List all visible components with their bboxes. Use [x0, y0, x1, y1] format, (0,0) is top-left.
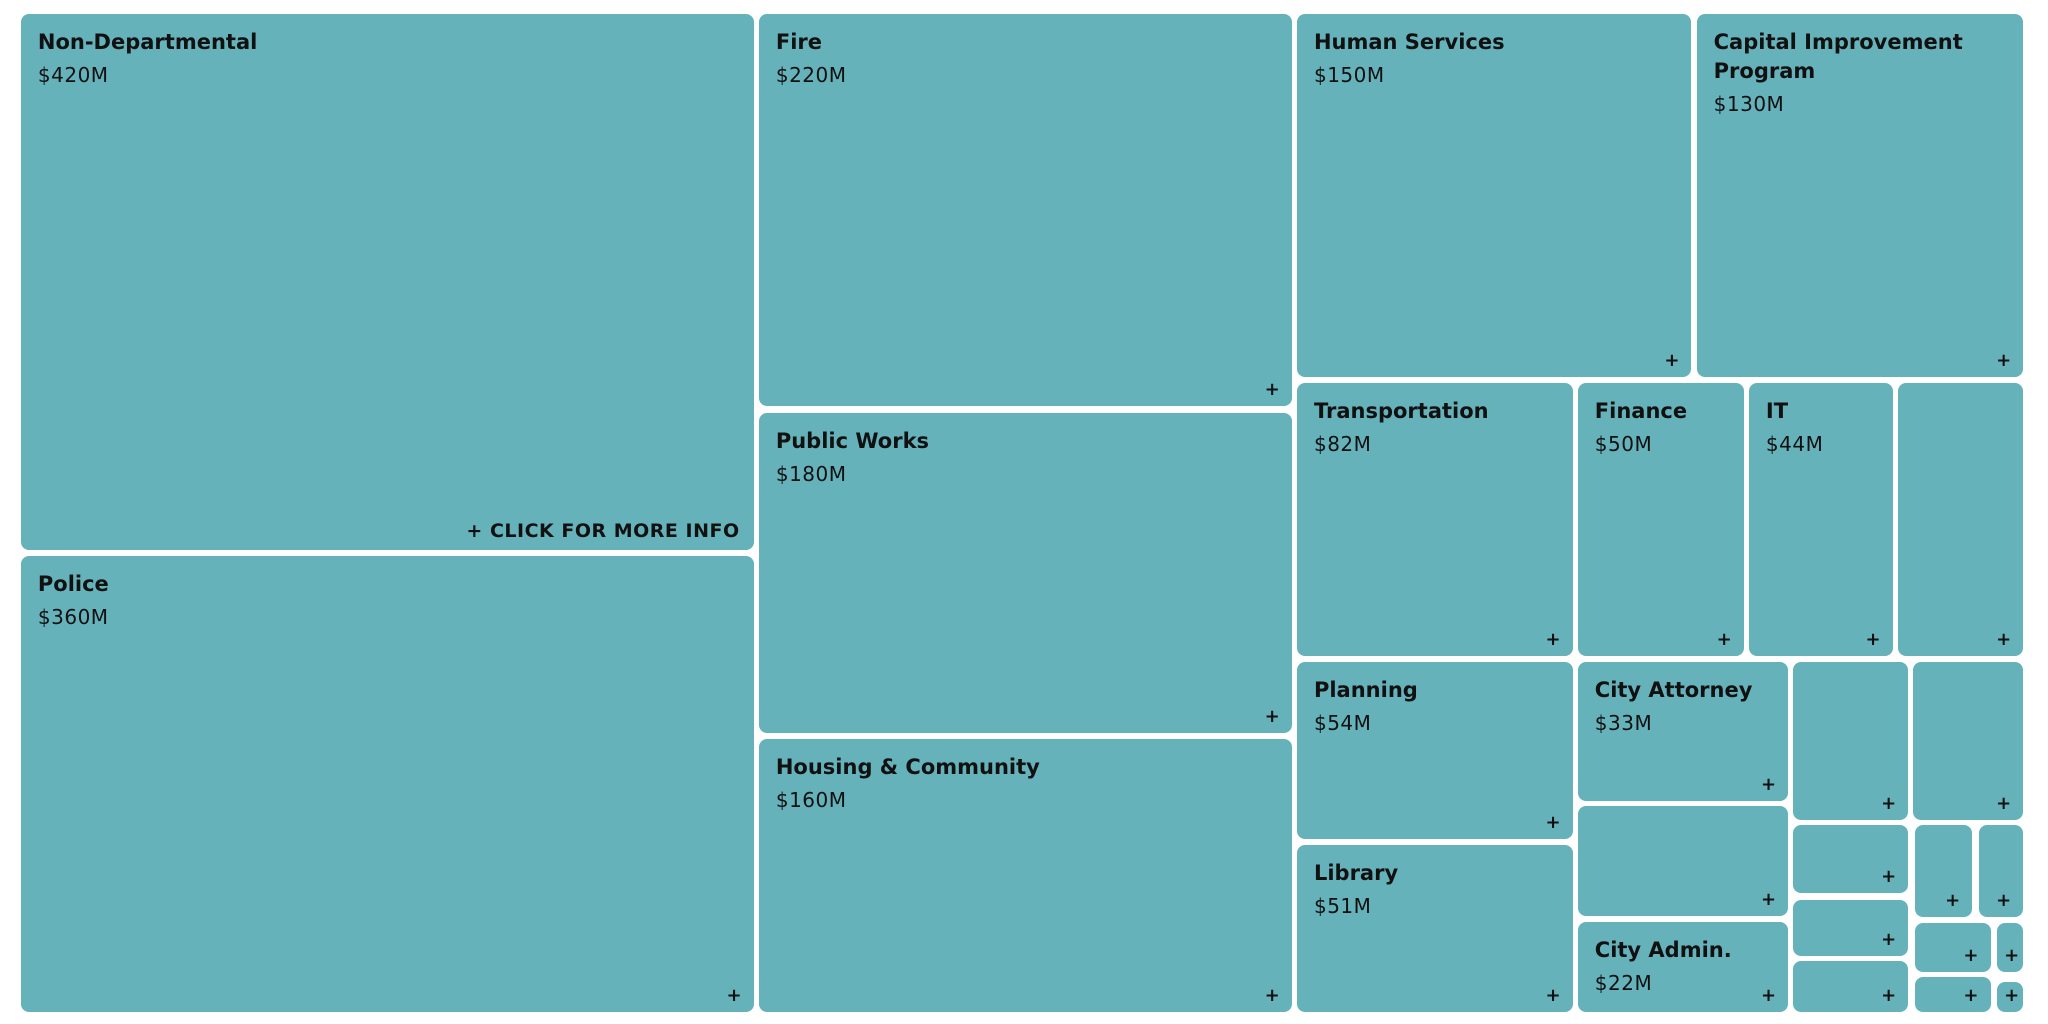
tile-amount: $82M: [1313, 431, 1372, 456]
tile-amount: $44M: [1765, 431, 1824, 456]
expand-icon[interactable]: +: [1963, 985, 1979, 1007]
treemap-tile[interactable]: Finance $50M +: [1577, 382, 1744, 656]
tile-amount: $150M: [1313, 63, 1385, 88]
tile-name-text: Transportation: [1313, 398, 1489, 423]
tile-name: Police $360M: [38, 570, 740, 632]
treemap-tile[interactable]: Planning $54M +: [1296, 662, 1573, 839]
tile-name-text: Finance: [1594, 398, 1688, 423]
tile-name: Capital Improvement Program $130M: [1714, 28, 2010, 119]
treemap-tile[interactable]: Library $51M +: [1296, 845, 1573, 1013]
expand-icon[interactable]: +: [1996, 628, 2012, 650]
tile-name-text: City Attorney: [1594, 678, 1753, 703]
treemap-tile[interactable]: +: [1997, 982, 2024, 1013]
tile-name: Fire $220M: [776, 28, 1278, 90]
tile-name-text: Public Works: [775, 428, 930, 453]
expand-icon[interactable]: +: [2004, 985, 2020, 1007]
tile-name-text: Non-Departmental: [37, 30, 258, 55]
tile-name: Finance $50M: [1595, 397, 1730, 459]
treemap-tile[interactable]: IT $44M +: [1748, 382, 1893, 656]
expand-icon[interactable]: +: [1664, 350, 1680, 372]
expand-icon[interactable]: +: [1881, 929, 1897, 951]
tile-name-text: Human Services: [1313, 30, 1505, 55]
expand-icon[interactable]: +: [1881, 866, 1897, 888]
expand-icon[interactable]: +: [1716, 628, 1732, 650]
expand-icon[interactable]: +: [1945, 889, 1961, 911]
tile-name-text: Housing & Community: [775, 755, 1040, 780]
treemap-tile[interactable]: Housing & Community $160M +: [758, 739, 1292, 1013]
expand-icon[interactable]: +: [1264, 705, 1280, 727]
treemap-tile[interactable]: Police $360M +: [20, 556, 754, 1013]
treemap-tile[interactable]: Capital Improvement Program $130M +: [1696, 14, 2024, 378]
treemap-tile[interactable]: +: [1793, 961, 1909, 1013]
treemap-tile[interactable]: +: [1997, 923, 2024, 972]
treemap-tile[interactable]: Non-Departmental $420M + CLICK FOR MORE IN…: [20, 14, 754, 550]
expand-icon[interactable]: +: [1996, 889, 2012, 911]
tile-name-text: IT: [1765, 398, 1789, 423]
tile-amount: $220M: [775, 63, 847, 88]
tile-name: Human Services $150M: [1314, 28, 1677, 90]
click-hint[interactable]: + CLICK FOR MORE INFO: [466, 519, 740, 542]
tile-name: IT $44M: [1766, 397, 1879, 459]
treemap-tile[interactable]: +: [1793, 899, 1909, 957]
tile-amount: $180M: [775, 461, 847, 486]
treemap-tile[interactable]: Public Works $180M +: [758, 412, 1292, 733]
treemap-tile[interactable]: +: [1914, 825, 1973, 917]
treemap-tile[interactable]: Fire $220M +: [758, 14, 1292, 407]
expand-icon[interactable]: +: [1881, 985, 1897, 1007]
tile-name: City Admin. $22M: [1595, 936, 1774, 998]
tile-name-text: Capital Improvement Program: [1713, 30, 1963, 84]
tile-name-text: Police: [37, 572, 109, 597]
treemap-tile[interactable]: +: [1793, 662, 1909, 821]
tile-name: Housing & Community $160M: [776, 753, 1278, 815]
expand-icon[interactable]: +: [1545, 985, 1561, 1007]
expand-icon[interactable]: +: [1545, 811, 1561, 833]
treemap-tile[interactable]: +: [1897, 382, 2024, 656]
treemap-tile[interactable]: +: [1978, 825, 2024, 917]
expand-icon[interactable]: +: [1996, 350, 2012, 372]
expand-icon[interactable]: +: [1881, 793, 1897, 815]
treemap-tile[interactable]: City Admin. $22M +: [1577, 922, 1789, 1013]
treemap-tile[interactable]: +: [1913, 662, 2024, 821]
tile-amount: $33M: [1594, 711, 1653, 736]
treemap-tile[interactable]: +: [1914, 976, 1991, 1013]
expand-icon[interactable]: +: [2004, 944, 2020, 966]
expand-icon[interactable]: +: [726, 985, 742, 1007]
tile-amount: $420M: [37, 63, 109, 88]
tile-name: Non-Departmental $420M: [38, 28, 740, 90]
tile-name-text: Fire: [775, 30, 822, 55]
expand-icon[interactable]: +: [1760, 985, 1777, 1007]
treemap-tile[interactable]: +: [1914, 923, 1991, 972]
expand-icon[interactable]: +: [1264, 379, 1280, 401]
tile-name-text: City Admin.: [1594, 938, 1732, 963]
tile-amount: $160M: [775, 788, 847, 813]
treemap-tile[interactable]: +: [1793, 825, 1909, 894]
expand-icon[interactable]: +: [1545, 628, 1561, 650]
expand-icon[interactable]: +: [1963, 944, 1979, 966]
tile-name: Planning $54M: [1314, 676, 1559, 738]
tile-name: City Attorney $33M: [1595, 676, 1774, 738]
tile-name-text: Planning: [1313, 678, 1418, 703]
treemap-tile[interactable]: +: [1577, 805, 1789, 916]
tile-name-text: Library: [1313, 861, 1399, 886]
tile-amount: $360M: [37, 605, 109, 630]
tile-amount: $54M: [1313, 711, 1372, 736]
tile-amount: $130M: [1713, 92, 1785, 117]
tile-amount: $22M: [1594, 971, 1653, 996]
expand-icon[interactable]: +: [1760, 773, 1777, 795]
expand-icon[interactable]: +: [1865, 628, 1881, 650]
expand-icon[interactable]: +: [1264, 985, 1280, 1007]
expand-icon[interactable]: +: [1996, 793, 2012, 815]
treemap-tile[interactable]: Human Services $150M +: [1296, 14, 1692, 378]
treemap-tile[interactable]: Transportation $82M +: [1296, 382, 1573, 656]
expand-icon[interactable]: +: [1760, 888, 1777, 910]
treemap-tile[interactable]: City Attorney $33M +: [1577, 662, 1789, 801]
tile-name: Public Works $180M: [776, 427, 1278, 489]
tile-name: Library $51M: [1314, 859, 1559, 921]
tile-name: Transportation $82M: [1314, 397, 1559, 459]
tile-amount: $50M: [1594, 431, 1653, 456]
tile-amount: $51M: [1313, 894, 1372, 919]
